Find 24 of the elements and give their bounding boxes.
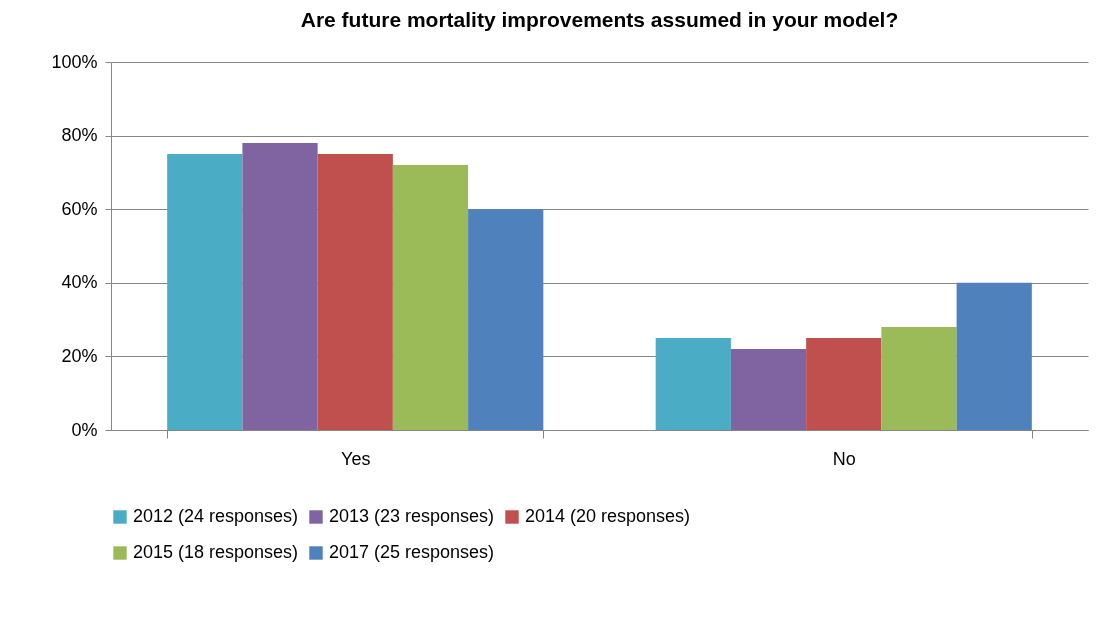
bar	[730, 349, 807, 430]
legend-label: 2015 (18 responses)	[133, 542, 299, 562]
bar	[655, 338, 731, 430]
x-tick-label: No	[832, 448, 856, 469]
legend-label: 2017 (25 responses)	[329, 542, 495, 562]
chart-title: Are future mortality improvements assumed in your model?	[300, 8, 899, 31]
bar	[167, 154, 243, 430]
bar	[881, 326, 957, 430]
y-tick-label: 20%	[61, 345, 98, 366]
bar	[242, 142, 318, 430]
bar	[806, 338, 882, 430]
legend-label: 2012 (24 responses)	[133, 506, 299, 526]
y-tick-label: 100%	[51, 51, 98, 72]
y-tick-label: 60%	[61, 198, 98, 219]
y-tick-label: 0%	[71, 419, 98, 440]
x-tick-label: Yes	[341, 448, 371, 469]
legend-label: 2014 (20 responses)	[525, 506, 691, 526]
legend-label: 2013 (23 responses)	[329, 506, 495, 526]
bar	[468, 209, 544, 430]
bar	[956, 282, 1032, 430]
bar	[392, 165, 469, 430]
y-tick-label: 40%	[61, 272, 98, 293]
y-tick-label: 80%	[61, 125, 98, 146]
bar	[317, 154, 393, 430]
